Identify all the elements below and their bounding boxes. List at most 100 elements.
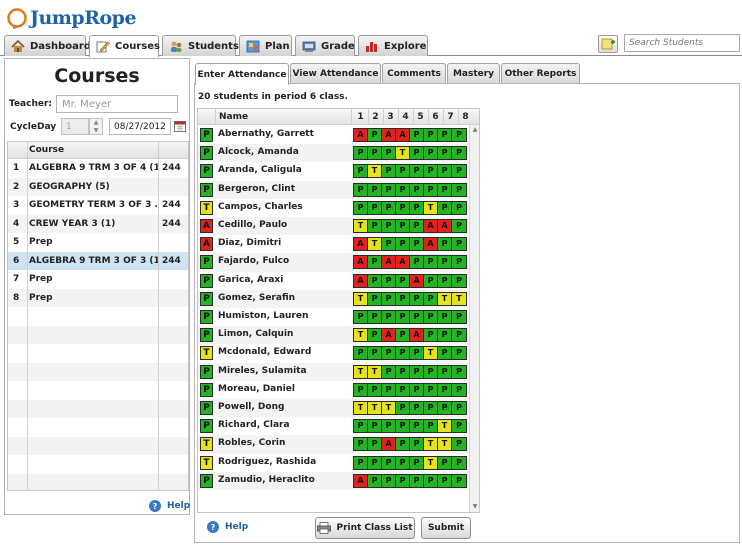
scroll-down-icon[interactable]: ▼	[472, 503, 478, 510]
period-mark-cell[interactable]: P	[452, 274, 466, 287]
period-mark-cell[interactable]: P	[410, 456, 424, 469]
attendance-status-badge[interactable]: P	[200, 146, 213, 161]
period-mark-cell[interactable]: T	[396, 147, 410, 160]
period-mark-cell[interactable]: T	[354, 402, 368, 414]
period-mark-cell[interactable]: P	[382, 456, 396, 469]
period-mark-cell[interactable]: P	[354, 438, 368, 451]
period-mark-cell[interactable]: P	[424, 402, 438, 414]
period-mark-cell[interactable]: P	[382, 183, 396, 196]
period-mark-cell[interactable]: P	[396, 311, 410, 323]
course-row[interactable]: 2 GEOGRAPHY (5)	[8, 177, 188, 196]
period-mark-cell[interactable]: P	[438, 347, 452, 360]
nav-tab-explore[interactable]: Explore	[358, 35, 428, 56]
period-mark-cell[interactable]: P	[354, 311, 368, 323]
cycleday-field[interactable]	[61, 118, 89, 135]
period-mark-cell[interactable]: P	[424, 129, 438, 141]
tab-view-attendance[interactable]: View Attendance	[290, 63, 381, 84]
period-mark-cell[interactable]: P	[424, 165, 438, 178]
tab-mastery[interactable]: Mastery	[447, 63, 500, 84]
student-name[interactable]: Cedillo, Paulo	[218, 220, 288, 230]
attendance-status-badge[interactable]: P	[200, 364, 213, 379]
period-mark-cell[interactable]: T	[382, 402, 396, 414]
period-mark-cell[interactable]: A	[382, 329, 396, 342]
cycleday-stepper[interactable]: ▲ ▼	[89, 118, 103, 135]
period-mark-cell[interactable]: P	[452, 402, 466, 414]
period-mark-cell[interactable]: P	[382, 311, 396, 323]
period-mark-cell[interactable]: P	[452, 201, 466, 214]
attendance-status-badge[interactable]: P	[200, 182, 213, 197]
period-mark-cell[interactable]: P	[382, 474, 396, 487]
nav-tab-plan[interactable]: Plan	[239, 35, 292, 56]
period-mark-cell[interactable]: P	[424, 256, 438, 269]
period-mark-cell[interactable]: P	[396, 456, 410, 469]
period-mark-cell[interactable]: P	[382, 220, 396, 232]
period-mark-cell[interactable]: P	[452, 383, 466, 396]
period-mark-cell[interactable]: P	[438, 383, 452, 396]
left-help-link[interactable]: ? Help	[149, 500, 190, 512]
period-mark-cell[interactable]: A	[424, 238, 438, 251]
stepper-down-icon[interactable]: ▼	[93, 127, 99, 134]
period-mark-cell[interactable]: P	[354, 420, 368, 433]
student-name[interactable]: Garica, Araxi	[218, 274, 284, 285]
period-mark-cell[interactable]: P	[452, 311, 466, 323]
period-mark-cell[interactable]: P	[410, 402, 424, 414]
period-mark-cell[interactable]: T	[424, 201, 438, 214]
student-name[interactable]: Alcock, Amanda	[218, 147, 299, 158]
student-name[interactable]: Mireles, Sulamita	[218, 365, 307, 376]
period-mark-cell[interactable]: A	[354, 474, 368, 487]
attendance-status-badge[interactable]: P	[200, 128, 213, 142]
student-name[interactable]: Rodriguez, Rashida	[218, 456, 317, 467]
period-mark-cell[interactable]: P	[438, 183, 452, 196]
period-mark-cell[interactable]: T	[424, 347, 438, 360]
period-mark-cell[interactable]: P	[452, 365, 466, 378]
period-mark-cell[interactable]: A	[424, 220, 438, 232]
period-mark-cell[interactable]: T	[438, 292, 452, 305]
period-mark-cell[interactable]: P	[368, 474, 382, 487]
period-mark-cell[interactable]: T	[354, 292, 368, 305]
period-mark-cell[interactable]: P	[368, 220, 382, 232]
nav-tab-courses[interactable]: Courses	[89, 35, 160, 57]
period-mark-cell[interactable]: P	[396, 402, 410, 414]
period-mark-cell[interactable]: P	[452, 220, 466, 232]
period-mark-cell[interactable]: P	[410, 292, 424, 305]
period-mark-cell[interactable]: T	[368, 365, 382, 378]
period-mark-cell[interactable]: P	[368, 147, 382, 160]
period-mark-cell[interactable]: P	[368, 274, 382, 287]
period-mark-cell[interactable]: P	[368, 456, 382, 469]
period-mark-cell[interactable]: T	[424, 438, 438, 451]
course-row[interactable]: 3 GEOMETRY TERM 3 OF 3 ... 244	[8, 196, 188, 215]
period-mark-cell[interactable]: P	[424, 420, 438, 433]
nav-tab-dashboard[interactable]: Dashboard	[4, 35, 91, 56]
grid-scrollbar[interactable]: ▲ ▼	[469, 125, 479, 512]
period-mark-cell[interactable]: P	[452, 329, 466, 342]
period-mark-cell[interactable]: P	[354, 165, 368, 178]
period-mark-cell[interactable]: P	[452, 474, 466, 487]
student-name[interactable]: Zamudio, Heraclito	[218, 474, 315, 485]
period-mark-cell[interactable]: P	[368, 256, 382, 269]
period-mark-cell[interactable]: A	[410, 329, 424, 342]
period-mark-cell[interactable]: T	[368, 238, 382, 251]
period-mark-cell[interactable]: P	[438, 274, 452, 287]
period-mark-cell[interactable]: A	[396, 256, 410, 269]
period-mark-cell[interactable]: A	[382, 256, 396, 269]
period-mark-cell[interactable]: T	[354, 220, 368, 232]
period-mark-cell[interactable]: P	[424, 311, 438, 323]
period-mark-cell[interactable]: P	[424, 329, 438, 342]
period-mark-cell[interactable]: A	[410, 274, 424, 287]
right-help-link[interactable]: ? Help	[207, 521, 248, 533]
period-mark-cell[interactable]: P	[354, 147, 368, 160]
period-mark-cell[interactable]: P	[438, 238, 452, 251]
nav-tab-grade[interactable]: Grade	[295, 35, 355, 56]
period-mark-cell[interactable]: P	[368, 347, 382, 360]
period-mark-cell[interactable]: P	[438, 311, 452, 323]
period-mark-cell[interactable]: P	[368, 201, 382, 214]
date-field[interactable]	[109, 118, 171, 135]
period-mark-cell[interactable]: P	[424, 274, 438, 287]
period-mark-cell[interactable]: P	[452, 256, 466, 269]
period-mark-cell[interactable]: P	[368, 329, 382, 342]
print-class-list-button[interactable]: Print Class List	[315, 517, 415, 539]
period-mark-cell[interactable]: P	[410, 201, 424, 214]
period-mark-cell[interactable]: P	[424, 383, 438, 396]
period-mark-cell[interactable]: P	[410, 238, 424, 251]
period-mark-cell[interactable]: P	[396, 238, 410, 251]
